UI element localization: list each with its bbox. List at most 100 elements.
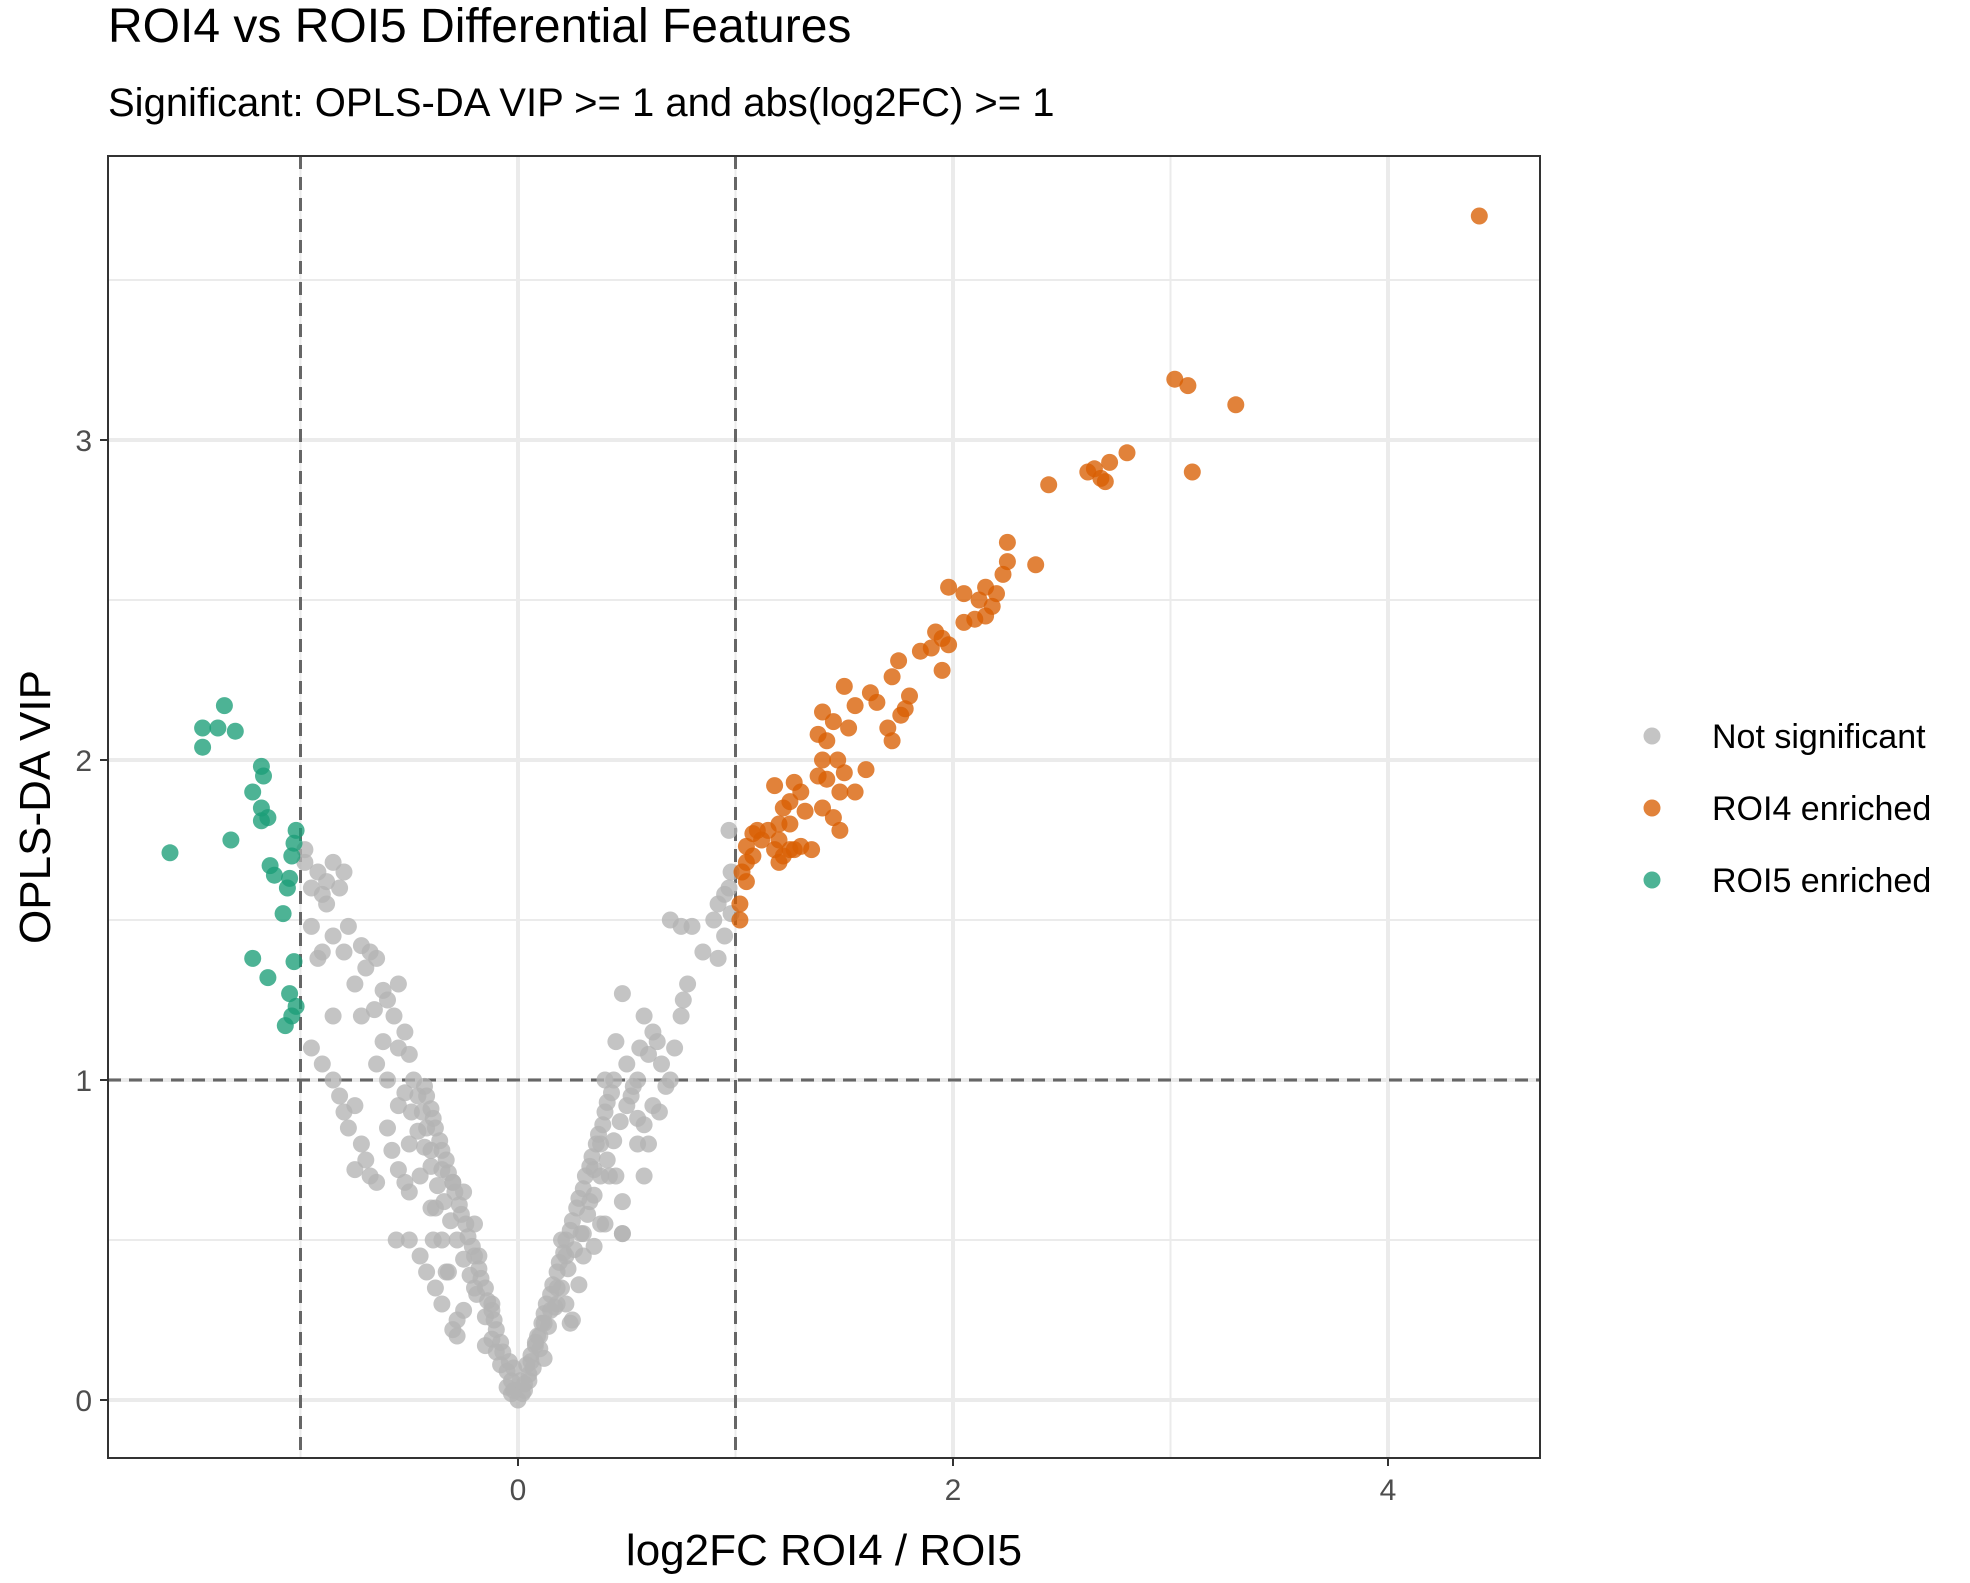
x-tick-label: 4 [1380, 1474, 1397, 1507]
y-tick-label: 0 [75, 1385, 92, 1418]
data-point [309, 949, 327, 967]
data-point [559, 1260, 577, 1278]
legend-key [1643, 727, 1661, 745]
data-points [161, 207, 1488, 1409]
data-point [883, 732, 901, 750]
data-point [422, 1141, 440, 1159]
chart-title: ROI4 vs ROI5 Differential Features [108, 0, 851, 53]
data-point [796, 802, 814, 820]
data-point [613, 1193, 631, 1211]
data-point [666, 1039, 684, 1057]
data-point [846, 783, 864, 801]
data-point [226, 722, 244, 740]
data-point [674, 991, 692, 1009]
data-point [901, 687, 918, 705]
data-point [413, 1103, 431, 1121]
data-point [618, 1055, 636, 1073]
data-point [653, 1055, 670, 1073]
data-point [511, 1372, 529, 1390]
data-point [368, 1173, 386, 1191]
data-point [433, 1295, 451, 1313]
data-point [411, 1247, 429, 1265]
data-point [331, 1087, 349, 1105]
data-point [209, 719, 227, 737]
data-point [581, 1193, 599, 1211]
data-point [613, 1225, 631, 1243]
data-point [883, 668, 901, 686]
data-point [705, 911, 723, 929]
data-point [583, 1148, 601, 1166]
y-tick-label: 1 [75, 1065, 92, 1098]
panel-border [107, 155, 1541, 1459]
data-point [744, 825, 762, 843]
data-point [998, 553, 1016, 571]
data-point [222, 831, 240, 849]
data-point [879, 719, 897, 737]
data-point [387, 1231, 405, 1249]
data-point [324, 927, 342, 945]
data-point [276, 1017, 294, 1035]
data-point [281, 985, 299, 1003]
data-point [785, 773, 803, 791]
data-point [161, 844, 179, 862]
data-point [998, 533, 1016, 551]
data-point [716, 927, 734, 945]
data-point [379, 1119, 396, 1137]
data-point [600, 1167, 618, 1185]
data-point [400, 1135, 418, 1153]
data-point [622, 1087, 640, 1105]
data-point [522, 1353, 540, 1371]
data-point [831, 783, 849, 801]
data-point [405, 1071, 423, 1089]
data-point [535, 1349, 553, 1367]
data-point [374, 1033, 392, 1051]
data-point [892, 706, 910, 724]
data-point [194, 719, 212, 737]
data-point [640, 1135, 657, 1153]
data-point [607, 1033, 625, 1051]
data-point [720, 879, 738, 897]
data-point [824, 809, 842, 827]
data-point [835, 677, 853, 695]
data-point [644, 1023, 662, 1041]
data-point [265, 866, 283, 884]
data-point [766, 777, 784, 795]
data-point [785, 841, 803, 859]
data-point [439, 1263, 457, 1281]
data-point [389, 975, 407, 993]
data-point [324, 1007, 342, 1025]
data-point [368, 1055, 386, 1073]
data-point [709, 895, 727, 913]
data-point [374, 981, 392, 999]
x-tick-label: 0 [510, 1474, 527, 1507]
data-point [955, 585, 973, 603]
data-point [596, 1071, 614, 1089]
data-point [613, 985, 631, 1003]
data-point [389, 1097, 407, 1115]
data-point [339, 1119, 357, 1137]
data-point [635, 1007, 653, 1025]
data-point [302, 917, 320, 935]
data-point [285, 834, 303, 852]
data-point [890, 652, 908, 670]
data-point [274, 905, 292, 923]
data-point [829, 751, 847, 769]
data-point [840, 719, 858, 737]
data-point [487, 1343, 505, 1361]
data-point [357, 1151, 375, 1169]
data-point [396, 1084, 414, 1102]
data-point [770, 853, 788, 871]
data-point [426, 1279, 444, 1297]
data-point [1227, 396, 1245, 414]
data-point [346, 1161, 364, 1179]
data-point [731, 911, 749, 929]
data-point [631, 1039, 649, 1057]
data-point [331, 879, 349, 897]
data-point [339, 917, 357, 935]
data-point [287, 821, 305, 839]
data-point [814, 799, 831, 817]
data-point [466, 1215, 483, 1233]
data-point [346, 975, 364, 993]
